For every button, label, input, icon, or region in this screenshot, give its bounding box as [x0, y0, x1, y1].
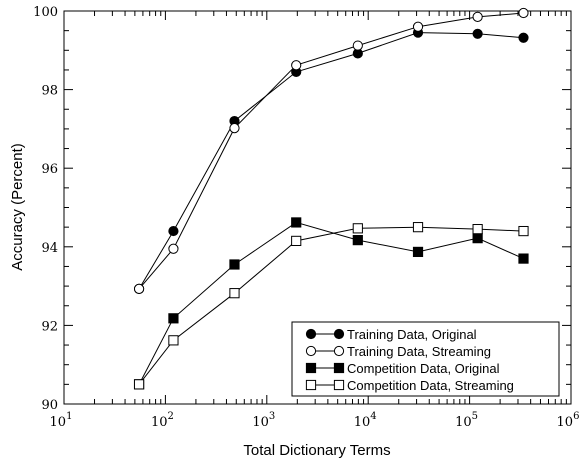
x-tick-label: 105 [455, 411, 478, 430]
x-tick-label-base: 10 [50, 415, 67, 430]
x-tick-label-base: 10 [557, 415, 574, 430]
x-axis-title: Total Dictionary Terms [243, 442, 390, 459]
series-line [138, 226, 524, 385]
y-tick-label: 98 [41, 84, 58, 99]
series-line [138, 32, 524, 290]
data-point [352, 235, 363, 246]
data-point [412, 246, 424, 258]
data-point [291, 217, 302, 228]
data-point [412, 21, 424, 32]
data-point [518, 32, 529, 43]
x-tick-label-base: 10 [252, 415, 269, 430]
x-tick-label-base: 10 [151, 415, 168, 430]
x-tick-label: 103 [252, 411, 275, 430]
legend-marker [333, 328, 345, 340]
data-point [518, 253, 529, 264]
legend-marker [305, 345, 317, 357]
data-point [168, 243, 179, 254]
x-tick-label-exponent: 1 [66, 411, 72, 422]
y-tick-label: 90 [41, 398, 58, 413]
data-point [352, 40, 363, 51]
series-line [138, 12, 524, 290]
data-point [291, 60, 302, 71]
data-point [133, 379, 145, 390]
data-point [168, 225, 179, 237]
y-tick-label: 94 [41, 241, 58, 256]
data-point [412, 222, 424, 233]
legend-marker [333, 362, 345, 374]
data-point [133, 283, 145, 294]
x-tick-label: 104 [354, 411, 377, 430]
legend-label: Competition Data, Streaming [347, 378, 514, 393]
data-point [472, 28, 483, 39]
series-line [138, 221, 524, 385]
data-point [229, 123, 240, 134]
y-tick-label: 96 [41, 162, 58, 177]
x-tick-label-exponent: 2 [167, 411, 173, 422]
data-point [229, 288, 240, 299]
legend-label: Training Data, Streaming [347, 344, 491, 359]
x-tick-label-base: 10 [455, 415, 472, 430]
y-tick-label: 92 [41, 319, 58, 334]
legend-marker [333, 345, 345, 357]
data-point [168, 313, 179, 324]
y-axis-title: Accuracy (Percent) [9, 143, 26, 271]
data-point [291, 235, 302, 247]
x-tick-label-exponent: 5 [472, 411, 478, 422]
legend-marker [305, 362, 317, 374]
x-tick-label-exponent: 6 [573, 411, 579, 422]
legend-marker [333, 379, 345, 391]
y-tick-label: 100 [33, 5, 58, 20]
x-tick-label-base: 10 [354, 415, 371, 430]
data-point [518, 7, 529, 19]
legend: Training Data, Original Training Data, St… [291, 321, 560, 397]
data-point [518, 225, 529, 237]
data-point [229, 259, 240, 270]
series-group [133, 7, 529, 390]
x-tick-label-exponent: 3 [269, 411, 275, 422]
x-tick-label: 106 [557, 411, 580, 430]
x-tick-label-exponent: 4 [370, 411, 376, 422]
legend-label: Training Data, Original [347, 327, 477, 342]
data-point [472, 233, 483, 244]
data-point [168, 335, 179, 346]
data-point [352, 223, 363, 234]
data-point [472, 11, 483, 22]
x-tick-label: 101 [50, 411, 73, 430]
data-point [472, 224, 483, 235]
legend-marker [305, 328, 317, 340]
x-tick-label: 102 [151, 411, 174, 430]
legend-label: Competition Data, Original [347, 361, 500, 376]
legend-marker [305, 379, 317, 391]
